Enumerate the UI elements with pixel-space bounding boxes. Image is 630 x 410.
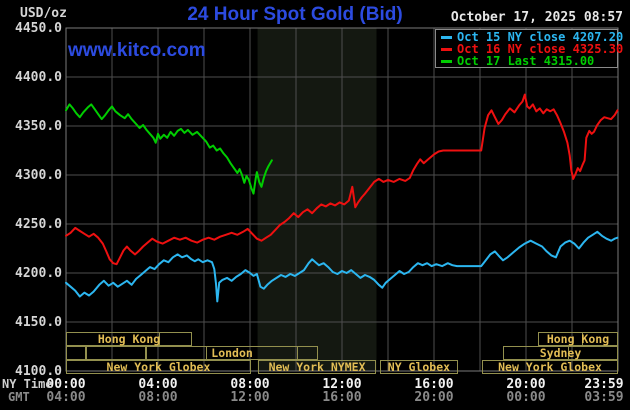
session-label: Hong Kong bbox=[97, 332, 161, 346]
gmt-tick: 12:00 bbox=[230, 390, 270, 405]
legend-dash-icon bbox=[441, 35, 452, 39]
session-box bbox=[86, 346, 147, 360]
ny-time-tick: 20:00 bbox=[506, 377, 546, 392]
session-label: Sydney bbox=[539, 346, 582, 360]
session-label: London bbox=[211, 346, 253, 360]
session-divider bbox=[159, 333, 160, 345]
plot-border bbox=[65, 27, 619, 372]
ny-time-tick: 16:00 bbox=[414, 377, 454, 392]
session-box-hong-kong: Hong Kong bbox=[537, 332, 618, 346]
session-divider bbox=[296, 347, 298, 359]
y-tick-label: 4200.0 bbox=[15, 266, 62, 281]
price-line-1 bbox=[65, 93, 619, 266]
session-divider bbox=[582, 333, 584, 345]
session-label: New York Globex bbox=[498, 360, 602, 374]
session-box-sydney: Sydney bbox=[503, 346, 618, 360]
y-tick-label: 4300.0 bbox=[15, 168, 62, 183]
y-tick-label: 4400.0 bbox=[15, 70, 62, 85]
y-tick-label: 4450.0 bbox=[15, 21, 62, 36]
legend-dash-icon bbox=[441, 59, 452, 63]
session-box-hong-kong: Hong Kong bbox=[66, 332, 193, 346]
session-box-new-york-nymex: New York NYMEX bbox=[258, 360, 377, 374]
ny-time-tick: 23:59 bbox=[584, 377, 624, 392]
legend-item: Oct 17 Last 4315.00 bbox=[441, 55, 613, 67]
gmt-tick: 04:00 bbox=[46, 390, 86, 405]
ny-time-tick: 08:00 bbox=[230, 377, 270, 392]
y-tick-label: 4350.0 bbox=[15, 119, 62, 134]
gmt-tick: 00:00 bbox=[506, 390, 546, 405]
session-label: New York NYMEX bbox=[268, 360, 366, 374]
y-tick-label: 4100.0 bbox=[15, 364, 62, 379]
legend-text: Oct 16 NY close 4325.30 bbox=[457, 42, 624, 56]
session-label: NY Globex bbox=[387, 360, 451, 374]
y-axis-unit-label: USD/oz bbox=[20, 6, 67, 21]
gmt-tick: 03:59 bbox=[584, 390, 624, 405]
session-divider bbox=[205, 347, 207, 359]
legend-dash-icon bbox=[441, 47, 452, 51]
legend-item: Oct 16 NY close 4325.30 bbox=[441, 43, 623, 55]
session-box-ny-globex: NY Globex bbox=[379, 360, 458, 374]
session-box-london: London bbox=[146, 346, 319, 360]
price-line-0 bbox=[65, 230, 619, 303]
session-box-new-york-globex: New York Globex bbox=[482, 360, 618, 374]
session-box bbox=[66, 346, 86, 360]
legend-box: Oct 15 NY close 4207.20 Oct 16 NY close 4… bbox=[435, 29, 623, 68]
ny-time-axis-label: NY Time bbox=[2, 377, 53, 391]
y-tick-label: 4150.0 bbox=[15, 315, 62, 330]
session-label: New York Globex bbox=[106, 360, 211, 374]
nymex-session-band bbox=[257, 28, 377, 371]
session-divider bbox=[568, 347, 570, 359]
session-label: Hong Kong bbox=[546, 332, 610, 346]
ny-time-tick: 04:00 bbox=[138, 377, 178, 392]
gmt-tick: 16:00 bbox=[322, 390, 362, 405]
legend-item: Oct 15 NY close 4207.20 bbox=[441, 31, 623, 43]
y-tick-label: 4250.0 bbox=[15, 217, 62, 232]
gmt-tick: 20:00 bbox=[414, 390, 454, 405]
kitco-watermark-link[interactable]: www.kitco.com bbox=[68, 40, 206, 61]
ny-time-tick: 00:00 bbox=[46, 377, 86, 392]
ny-time-tick: 12:00 bbox=[322, 377, 362, 392]
gmt-tick: 08:00 bbox=[138, 390, 178, 405]
datetime-label: October 17, 2025 08:57 bbox=[450, 10, 623, 25]
gmt-axis-label: GMT bbox=[8, 390, 30, 404]
session-box-new-york-globex: New York Globex bbox=[66, 360, 251, 374]
chart-title: 24 Hour Spot Gold (Bid) bbox=[187, 4, 403, 25]
legend-text: Oct 15 NY close 4207.20 bbox=[457, 30, 624, 44]
price-line-2 bbox=[65, 103, 273, 195]
legend-text: Oct 17 Last 4315.00 bbox=[457, 54, 595, 68]
